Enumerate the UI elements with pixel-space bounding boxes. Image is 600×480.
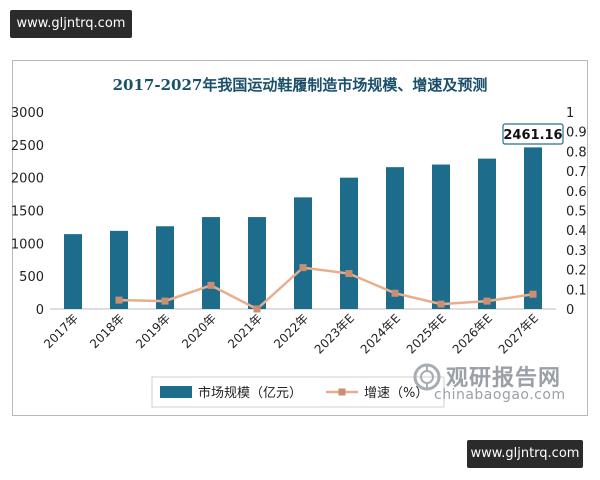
y2-tick-label: 0.9 xyxy=(566,126,587,141)
line-series xyxy=(115,264,537,313)
legend-line-label: 增速（%） xyxy=(364,386,428,401)
x-tick-label: 2025年E xyxy=(404,311,449,356)
bar xyxy=(156,226,174,309)
legend: 市场规模（亿元） 增速（%） xyxy=(151,376,445,408)
growth-point xyxy=(483,297,491,305)
x-tick-label: 2023年E xyxy=(312,311,357,356)
y2-tick-label: 0.8 xyxy=(566,145,587,160)
growth-point xyxy=(345,270,353,278)
y-tick-label: 3000 xyxy=(11,106,44,121)
chart-title: 2017-2027年我国运动鞋履制造市场规模、增速及预测 xyxy=(113,76,488,94)
bar xyxy=(248,217,266,309)
brand-logo-icon xyxy=(413,363,441,391)
y2-tick-label: 0.5 xyxy=(566,205,587,220)
y2-tick-label: 1 xyxy=(566,106,574,121)
bar xyxy=(294,197,312,309)
y2-tick-label: 0.4 xyxy=(566,224,587,239)
axes: 0 500 1000 1500 2000 2500 3000 0 0.1 0.2 0.3 0.4 0.5… xyxy=(11,106,587,318)
y2-tick-label: 0.3 xyxy=(566,244,587,259)
growth-line xyxy=(118,266,534,311)
watermark-bottom: www.gljntrq.com xyxy=(467,440,583,468)
bar xyxy=(64,234,82,309)
x-tick-label: 2022年 xyxy=(271,311,311,351)
value-callout: 2461.16 xyxy=(502,123,564,145)
legend-bar-swatch xyxy=(160,386,192,398)
y2-tick-label: 0.7 xyxy=(566,165,587,180)
bar xyxy=(202,217,220,309)
y-tick-label: 1000 xyxy=(11,237,44,252)
legend-box xyxy=(151,376,445,408)
y-tick-label: 2000 xyxy=(11,172,44,187)
x-tick-label: 2027年E xyxy=(496,311,541,356)
callout-box xyxy=(502,123,564,145)
growth-point xyxy=(161,297,169,305)
bar xyxy=(432,164,450,309)
bar xyxy=(478,158,496,309)
y-tick-label: 1500 xyxy=(11,205,44,220)
y2-tick-label: 0.1 xyxy=(566,283,587,298)
x-tick-label: 2017年 xyxy=(41,311,81,351)
y2-tick-label: 0.2 xyxy=(566,264,587,279)
y2-tick-label: 0.6 xyxy=(566,185,587,200)
x-tick-label: 2024年E xyxy=(358,311,403,356)
growth-point xyxy=(207,281,215,289)
x-tick-label: 2019年 xyxy=(133,311,173,351)
y-tick-label: 2500 xyxy=(11,139,44,154)
bar xyxy=(386,167,404,309)
brand-name: 观研报告网 xyxy=(446,366,562,391)
callout-label: 2461.16 xyxy=(503,128,562,143)
x-tick-label: 2026年E xyxy=(450,311,495,356)
bar xyxy=(524,147,542,309)
x-axis-ticks: 2017年 2018年 2019年 2020年 2021年 2022年 2023年E 2024… xyxy=(41,311,541,356)
growth-point xyxy=(115,296,123,304)
bar xyxy=(340,177,358,309)
bar xyxy=(110,230,128,309)
x-tick-label: 2018年 xyxy=(87,311,127,351)
y2-tick-label: 0 xyxy=(566,303,574,318)
growth-point xyxy=(253,305,261,313)
growth-point xyxy=(299,264,307,272)
watermark-top: www.gljntrq.com xyxy=(10,10,132,38)
x-tick-label: 2021年 xyxy=(225,311,265,351)
growth-point xyxy=(529,290,537,298)
legend-bar-label: 市场规模（亿元） xyxy=(198,385,302,401)
growth-point xyxy=(437,300,445,308)
x-tick-label: 2020年 xyxy=(179,311,219,351)
y-tick-label: 0 xyxy=(36,303,44,318)
growth-point xyxy=(391,289,399,297)
legend-line-marker xyxy=(338,388,346,396)
brand-mark: 观研报告网 chinabaogao.com xyxy=(412,360,582,408)
brand-url: chinabaogao.com xyxy=(434,387,566,403)
y-tick-label: 500 xyxy=(19,270,44,285)
bar-series xyxy=(64,147,542,309)
